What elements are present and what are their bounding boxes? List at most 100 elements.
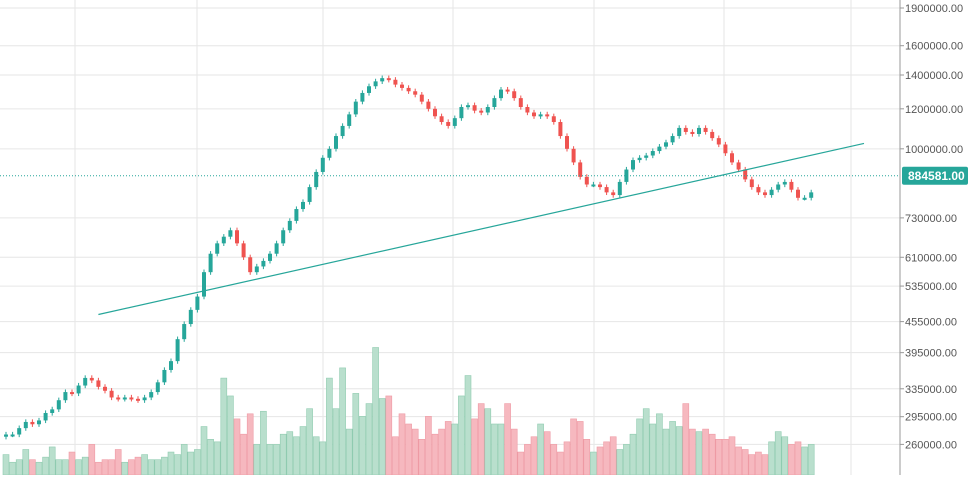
volume-bar	[194, 449, 201, 476]
candle-body	[162, 369, 167, 383]
volume-bar	[418, 438, 426, 476]
candle-body	[136, 398, 140, 401]
candle-body	[76, 385, 81, 394]
volume-bar	[623, 444, 630, 476]
candle-body	[63, 392, 68, 401]
candle-body	[452, 118, 457, 126]
candle-body	[406, 87, 411, 92]
candle-body	[56, 400, 61, 410]
volume-bar	[431, 433, 439, 476]
y-tick-label: 1200000.00	[905, 104, 963, 116]
volume-bar	[596, 446, 604, 476]
candle-body	[261, 260, 266, 267]
candle-body	[472, 105, 477, 111]
volume-bar	[497, 423, 505, 476]
y-tick-label: 395000.00	[905, 348, 957, 360]
volume-bar	[741, 449, 749, 476]
volume-bar	[299, 426, 307, 476]
candle-body	[683, 127, 688, 132]
candle-body	[796, 189, 800, 198]
volume-bar	[768, 441, 775, 476]
candle-body	[103, 386, 107, 391]
candle-body	[637, 157, 642, 161]
volume-bar	[42, 456, 49, 476]
candle-body	[281, 230, 286, 244]
candle-body	[710, 131, 715, 139]
candle-body	[142, 397, 147, 401]
candle-body	[505, 89, 510, 92]
candle-body	[202, 272, 206, 297]
volume-bar	[378, 398, 386, 476]
volume-bar	[134, 456, 142, 476]
candle-body	[571, 148, 576, 163]
volume-bar	[708, 433, 716, 476]
volume-bar	[398, 413, 406, 476]
y-tick-label: 1900000.00	[905, 3, 963, 15]
volume-bar	[220, 377, 228, 476]
candle-body	[155, 382, 160, 393]
volume-bar	[557, 451, 564, 476]
candle-body	[551, 116, 556, 123]
candle-body	[347, 114, 352, 126]
candle-body	[532, 112, 536, 117]
candle-body	[320, 157, 325, 172]
candle-body	[419, 94, 424, 102]
candle-body	[670, 136, 675, 143]
candle-body	[96, 380, 101, 387]
candle-body	[221, 236, 226, 244]
candle-body	[538, 114, 543, 117]
candle-body	[307, 187, 312, 202]
candle-body	[558, 122, 563, 137]
volume-bar	[22, 449, 30, 476]
volume-bar	[141, 454, 148, 476]
volume-bar	[656, 413, 663, 476]
candle-body	[37, 420, 41, 425]
candle-body	[604, 187, 609, 193]
volume-bar	[9, 461, 16, 476]
volume-bar	[15, 459, 23, 476]
volume-bar	[306, 408, 313, 476]
candle-body	[195, 296, 200, 310]
candle-body	[525, 107, 530, 113]
trendline[interactable]	[98, 142, 865, 316]
volume-bar	[273, 444, 280, 476]
volume-bar	[29, 459, 36, 476]
volume-bar	[62, 459, 69, 476]
candle-body	[89, 377, 94, 381]
candle-body	[301, 201, 305, 210]
volume-bar	[392, 436, 399, 476]
volume-bar	[550, 444, 558, 476]
last-price-label: 884581.00	[908, 169, 965, 183]
volume-bar	[213, 441, 221, 476]
volume-bar	[590, 451, 597, 476]
candle-body	[578, 162, 583, 177]
candle-body	[439, 116, 444, 123]
volume-bar	[451, 423, 459, 476]
candle-body	[149, 392, 154, 398]
candle-body	[426, 101, 431, 109]
volume-bar	[438, 428, 445, 476]
volume-bar	[689, 428, 696, 476]
volume-bar	[95, 461, 102, 476]
candle-body	[723, 144, 728, 154]
candle-body	[690, 131, 695, 134]
volume-bar	[312, 436, 320, 476]
volume-bar	[728, 436, 736, 476]
candle-body	[215, 243, 220, 254]
volume-bar	[464, 375, 472, 476]
candle-body	[287, 220, 292, 231]
candle-body	[492, 98, 497, 108]
volume-bar	[260, 410, 267, 476]
candle-body	[611, 192, 616, 196]
volume-bar	[788, 444, 795, 476]
volume-bar	[774, 431, 782, 476]
volume-bar	[266, 444, 274, 476]
volume-bar	[636, 418, 643, 476]
volume-bar	[411, 428, 419, 476]
candle-body	[479, 110, 484, 113]
volume-bar	[286, 431, 294, 476]
candle-body	[334, 136, 338, 149]
